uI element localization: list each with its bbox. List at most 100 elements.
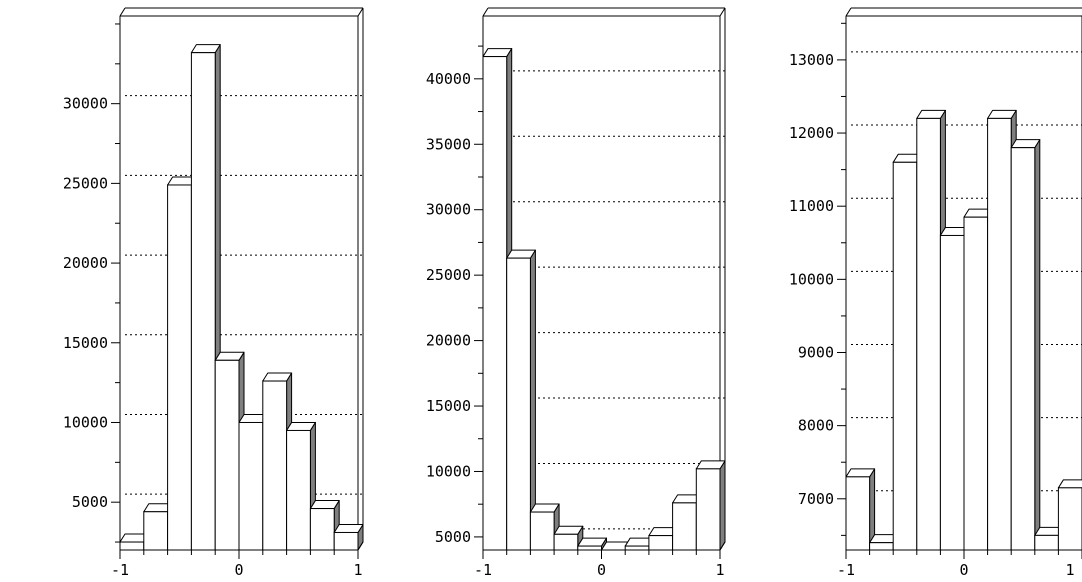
- y-tick-label-6: 35000: [426, 135, 471, 153]
- bar-2-9: [695, 460, 726, 551]
- x-tick-label-0: -1: [837, 561, 855, 579]
- bar-front: [333, 531, 359, 551]
- bar-front: [845, 476, 871, 551]
- bar-front: [167, 184, 192, 551]
- y-tick-label-1: 10000: [63, 413, 108, 431]
- chart-panel-1: 5000 10000 15000 20000 25000 30000 -1 0 1: [63, 7, 364, 579]
- bar-front: [892, 161, 918, 551]
- bar-front: [939, 234, 965, 551]
- frame-depth-right: [357, 7, 364, 17]
- frame-depth-right: [719, 7, 726, 17]
- bar-front: [214, 359, 240, 551]
- x-tick-label-2: 1: [1065, 561, 1074, 579]
- frame-depth-left: [482, 7, 489, 17]
- x-tick-label-1: 0: [597, 561, 606, 579]
- bar-top: [333, 523, 364, 533]
- bar-3-9: [1057, 479, 1082, 551]
- y-tick-label-0: 7000: [798, 490, 834, 508]
- y-tick-label-4: 25000: [63, 174, 108, 192]
- bar-front: [869, 542, 894, 551]
- bar-front: [577, 545, 602, 551]
- bar-top: [916, 109, 946, 119]
- bar-front: [916, 117, 941, 551]
- bar-top: [482, 48, 513, 58]
- bar-front: [672, 502, 697, 551]
- bar-3-3: [916, 109, 946, 551]
- bar-top: [214, 351, 245, 361]
- y-tick-label-4: 25000: [426, 266, 471, 284]
- bar-top: [1010, 139, 1041, 149]
- bar-front: [143, 511, 169, 551]
- bar-side: [1034, 139, 1041, 551]
- bar-front: [553, 533, 579, 551]
- bar-top: [262, 372, 293, 382]
- bar-front: [482, 56, 508, 551]
- bar-top: [695, 460, 726, 470]
- y-tick-label-1: 8000: [798, 417, 834, 435]
- bar-top: [1057, 479, 1082, 489]
- bar-front: [119, 541, 145, 551]
- bar-front: [286, 429, 311, 551]
- x-tick-label-2: 1: [715, 561, 724, 579]
- y-tick-label-4: 11000: [789, 197, 834, 215]
- y-tick-label-2: 15000: [426, 397, 471, 415]
- bar-front: [1010, 147, 1036, 551]
- x-tick-label-2: 1: [353, 561, 362, 579]
- bar-front: [238, 421, 264, 551]
- x-axis-depth: [357, 541, 364, 551]
- y-tick-label-3: 10000: [789, 270, 834, 288]
- x-tick-label-1: 0: [234, 561, 243, 579]
- bar-top: [309, 500, 340, 510]
- bar-side: [719, 460, 726, 551]
- bar-front: [529, 511, 555, 551]
- bar-top: [506, 249, 536, 259]
- y-tick-label-0: 5000: [435, 528, 471, 546]
- bar-front: [963, 216, 989, 551]
- bar-top: [845, 468, 876, 478]
- chart-panel-3: 7000 8000 9000 10000 11000 12000 13000 -1 0 1: [789, 7, 1082, 579]
- bar-front: [1057, 487, 1082, 551]
- y-tick-label-3: 20000: [63, 254, 108, 272]
- x-axis-depth: [719, 541, 726, 551]
- x-tick-label-0: -1: [111, 561, 129, 579]
- y-tick-label-3: 20000: [426, 332, 471, 350]
- y-tick-label-2: 9000: [798, 343, 834, 361]
- bar-2-1: [506, 249, 536, 551]
- bar-top: [987, 109, 1017, 119]
- bar-top: [553, 525, 584, 535]
- x-tick-label-1: 0: [959, 561, 968, 579]
- bar-front: [987, 117, 1012, 551]
- bar-top: [577, 537, 607, 547]
- frame-depth-left: [119, 7, 126, 17]
- y-tick-label-1: 10000: [426, 462, 471, 480]
- bar-2-4: [577, 537, 607, 551]
- bar-front: [262, 380, 288, 551]
- y-tick-label-6: 13000: [789, 51, 834, 69]
- bar-front: [506, 257, 531, 551]
- bar-front: [695, 468, 721, 551]
- bar-front: [309, 508, 335, 551]
- y-tick-label-5: 12000: [789, 124, 834, 142]
- bar-1-9: [333, 523, 364, 551]
- bar-top: [286, 421, 316, 431]
- y-tick-label-7: 40000: [426, 70, 471, 88]
- bar-front: [190, 52, 216, 551]
- bar-3-0: [845, 468, 876, 551]
- bar-front: [624, 545, 650, 551]
- y-tick-label-2: 15000: [63, 334, 108, 352]
- bar-2-2: [529, 503, 560, 551]
- bar-2-7: [648, 527, 679, 551]
- y-tick-label-5: 30000: [63, 95, 108, 113]
- bar-front: [648, 535, 674, 551]
- x-tick-label-0: -1: [474, 561, 492, 579]
- bar-3-7: [1010, 139, 1041, 551]
- chart-panel-2: 5000 10000 15000 20000 25000 30000 35000 40000 -…: [426, 7, 726, 579]
- bar-top: [190, 44, 221, 54]
- bar-top: [529, 503, 560, 513]
- bar-front: [1034, 534, 1059, 551]
- frame-depth-left: [845, 7, 852, 17]
- y-tick-label-0: 5000: [72, 493, 108, 511]
- y-tick-label-5: 30000: [426, 201, 471, 219]
